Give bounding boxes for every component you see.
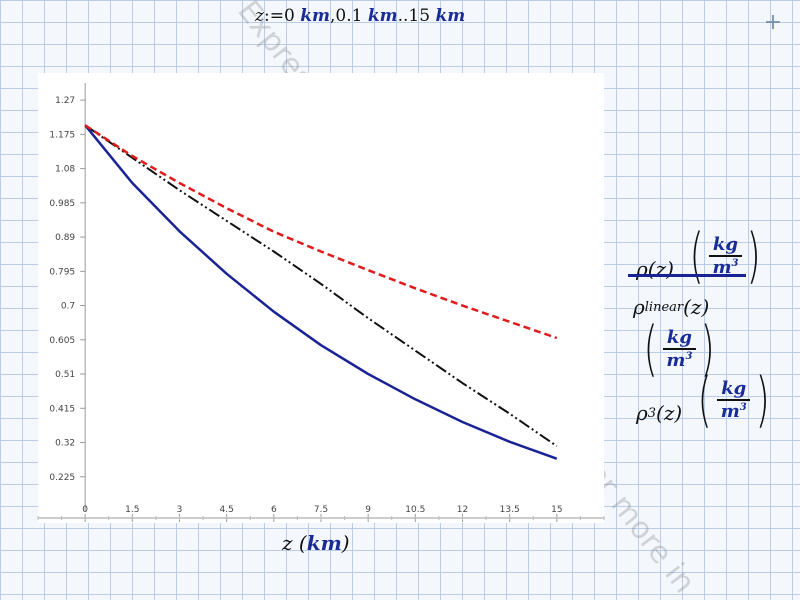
legend-subscript: 3 (647, 405, 657, 421)
range-step: 0.1 (335, 6, 363, 26)
range-step-unit: km (367, 6, 398, 26)
unit-numerator: kg (662, 327, 696, 350)
range-definition[interactable]: z:=0 km,0.1 km..15 km (255, 6, 466, 26)
chart-svg: 1.27 1.175 1.08 0.985 0.89 0.795 0.7 0.605 0.51 0… (37, 73, 605, 523)
unit-exponent: 3 (685, 351, 693, 362)
x-tick-label: 3 (177, 505, 183, 515)
y-tick-label: 0.605 (49, 336, 75, 346)
range-end: 15 (408, 6, 431, 26)
legend-sample-rho (628, 274, 746, 277)
unit-exponent: 3 (739, 402, 747, 413)
legend-arg: (z) (656, 401, 683, 425)
x-tick-label: 0 (82, 505, 88, 515)
y-tick-label: 0.7 (61, 302, 75, 312)
x-tick-label: 6 (271, 505, 277, 515)
y-tick-label: 0.51 (55, 370, 75, 380)
y-tick-label: 0.415 (49, 404, 75, 414)
unit-numerator: kg (708, 234, 742, 257)
unit-denominator: m (666, 350, 686, 371)
y-tick-label: 1.175 (49, 130, 75, 140)
x-axis-unit: km (306, 531, 342, 555)
x-tick-label: 10.5 (405, 505, 425, 515)
legend-subscript: linear (644, 299, 684, 315)
y-tick-label: 0.225 (49, 473, 75, 483)
x-axis-label[interactable]: z (km) (282, 531, 350, 555)
x-tick-label: 1.5 (125, 505, 139, 515)
legend-arg: (z) (683, 295, 710, 319)
y-tick-label: 1.27 (55, 96, 75, 106)
range-start-unit: km (300, 6, 330, 26)
unit-denominator: m (712, 257, 732, 278)
unit-numerator: kg (717, 378, 751, 401)
range-end-unit: km (435, 6, 466, 26)
x-tick-label: 12 (457, 505, 468, 515)
series-line-rho-3 (84, 124, 558, 340)
y-tick-label: 0.795 (49, 267, 75, 277)
x-tick-label: 15 (551, 505, 562, 515)
x-tick-label: 9 (365, 505, 371, 515)
legend-entry-rho-linear[interactable]: ρ linear (z) (kg m3) (633, 295, 716, 384)
y-tick-label: 1.08 (55, 165, 75, 175)
x-tick-label: 7.5 (314, 505, 328, 515)
x-tick-label: 13.5 (500, 505, 520, 515)
unit-denominator: m (720, 401, 740, 422)
series-line-rho (84, 124, 558, 460)
legend-symbol: ρ (636, 401, 648, 425)
legend-arg: (z) (647, 257, 674, 281)
y-tick-label: 0.32 (55, 439, 75, 449)
series-line-rho-linear (84, 124, 558, 447)
plot-region[interactable]: 1.27 1.175 1.08 0.985 0.89 0.795 0.7 0.605 0.51 0… (10, 73, 610, 523)
legend-symbol: ρ (636, 257, 648, 281)
y-tick-label: 0.89 (55, 233, 75, 243)
unit-exponent: 3 (731, 258, 739, 269)
range-operator: .. (397, 6, 409, 26)
range-start: 0 (283, 6, 295, 26)
range-variable: z (255, 6, 264, 26)
assign-operator: := (263, 6, 284, 26)
x-tick-label: 4.5 (220, 505, 234, 515)
legend-symbol: ρ (633, 295, 645, 319)
plus-icon[interactable]: + (763, 10, 783, 35)
legend-entry-rho-3[interactable]: ρ 3 (z) (kg m3) (636, 365, 770, 435)
plot-area-background (38, 73, 604, 523)
y-tick-label: 0.985 (49, 199, 75, 209)
legend-entry-rho[interactable]: ρ (z) (kg m3) (636, 221, 762, 291)
x-axis-variable: z (282, 531, 293, 555)
